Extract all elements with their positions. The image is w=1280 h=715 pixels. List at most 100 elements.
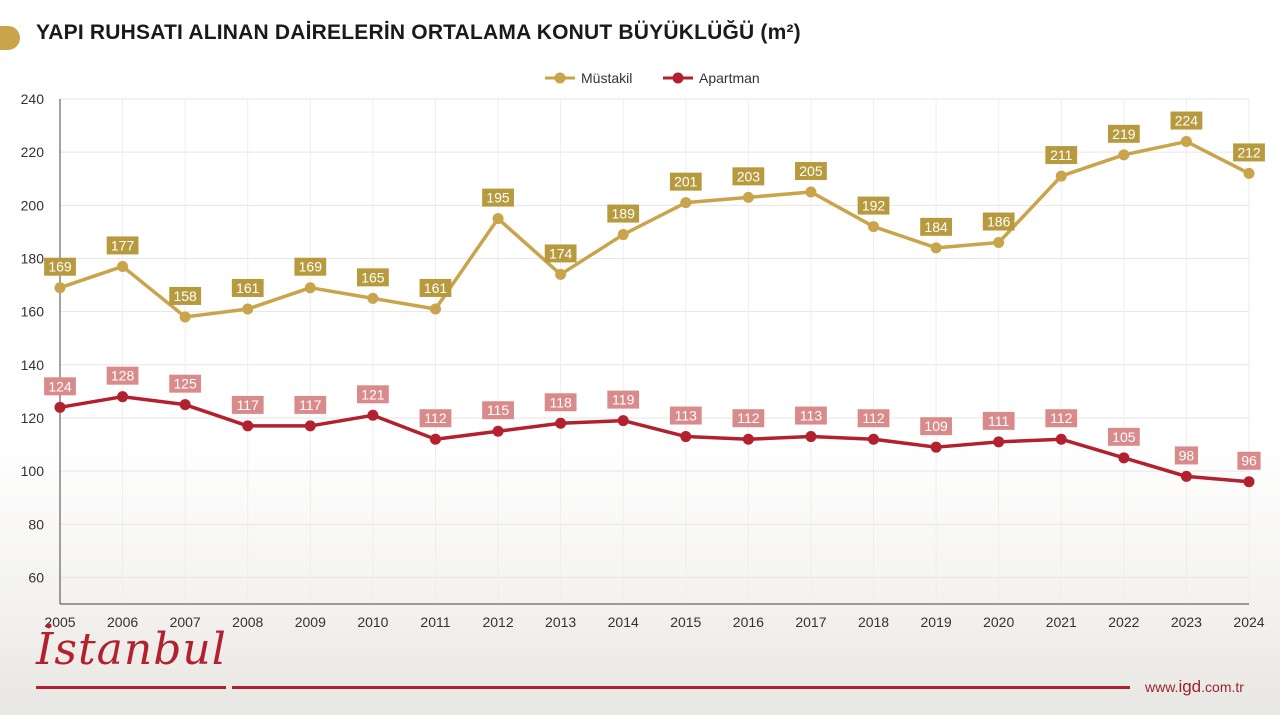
data-label-bg <box>982 212 1015 231</box>
data-label-bg <box>356 385 389 404</box>
chart-title: YAPI RUHSATI ALINAN DAİRELERİN ORTALAMA … <box>36 21 801 44</box>
data-point <box>54 401 66 413</box>
data-label: 158 <box>173 288 197 304</box>
data-label-bg <box>1237 451 1261 470</box>
data-label-bg <box>294 395 327 414</box>
website-link[interactable]: www.igd.com.tr <box>1145 677 1244 697</box>
x-tick-label: 2018 <box>858 614 889 630</box>
data-point <box>805 186 817 198</box>
x-tick-label: 2010 <box>357 614 388 630</box>
series-layer <box>54 136 1255 488</box>
data-label-bg <box>857 409 890 428</box>
data-label-bg <box>1174 446 1199 465</box>
y-tick-label: 180 <box>21 250 45 266</box>
legend-item[interactable]: Müstakil <box>545 70 632 86</box>
data-label-bg <box>106 236 139 255</box>
data-label-bg <box>1045 146 1078 165</box>
data-label: 96 <box>1241 453 1257 469</box>
legend: Müstakil Apartman <box>545 70 760 86</box>
y-tick-label: 240 <box>21 91 45 107</box>
data-label-bg <box>795 406 827 425</box>
data-label-bg <box>607 204 640 223</box>
data-point <box>1055 170 1067 182</box>
data-label-bg <box>607 390 640 409</box>
data-label: 203 <box>737 168 761 184</box>
data-label: 112 <box>1050 410 1073 426</box>
website-suffix: .com.tr <box>1201 679 1244 695</box>
data-point <box>492 425 504 437</box>
data-point <box>492 213 504 225</box>
data-label-bg <box>920 217 953 236</box>
x-tick-label: 2017 <box>795 614 826 630</box>
data-label: 112 <box>424 410 447 426</box>
data-label-bg <box>1107 124 1140 143</box>
data-label-bg <box>544 244 577 263</box>
data-label: 117 <box>237 397 260 413</box>
legend-item[interactable]: Apartman <box>663 70 760 86</box>
data-label-bg <box>669 406 702 425</box>
data-label: 124 <box>48 378 72 394</box>
data-label: 189 <box>612 206 636 222</box>
data-point <box>993 237 1005 249</box>
data-point <box>680 197 692 209</box>
series-line <box>59 394 1250 484</box>
gridlines <box>59 98 1250 604</box>
x-tick-label: 2005 <box>44 614 75 630</box>
data-label-bg <box>44 257 76 276</box>
data-label-bg <box>231 395 264 414</box>
data-point <box>1243 167 1255 179</box>
data-point <box>555 417 567 429</box>
data-labels-layer: 169 177 158 161 169 165 161 195 174 189 201 203 205 1… <box>44 111 1265 470</box>
data-label: 117 <box>299 397 322 413</box>
data-label: 125 <box>173 376 197 392</box>
x-tick-label: 2012 <box>482 614 513 630</box>
data-label-bg <box>356 268 389 287</box>
data-label-bg <box>419 278 452 297</box>
data-point <box>1180 136 1192 148</box>
y-tick-label: 100 <box>21 463 45 479</box>
data-label: 112 <box>862 410 885 426</box>
data-label: 169 <box>48 259 72 275</box>
data-label: 212 <box>1237 144 1261 160</box>
x-tick-label: 2016 <box>733 614 764 630</box>
x-tick-label: 2013 <box>545 614 576 630</box>
data-point <box>868 221 880 233</box>
data-label: 121 <box>361 386 385 402</box>
data-label-bg <box>169 286 202 305</box>
data-point <box>367 409 379 421</box>
corner-accent-tab <box>0 26 20 50</box>
data-label-bg <box>982 411 1015 430</box>
data-label: 211 <box>1050 147 1073 163</box>
x-tick-label: 2022 <box>1108 614 1139 630</box>
series-line <box>59 139 1250 319</box>
data-label: 177 <box>111 237 135 253</box>
x-tick-label: 2019 <box>921 614 952 630</box>
data-label-bg <box>732 409 765 428</box>
data-point <box>367 292 379 304</box>
x-tick-label: 2008 <box>232 614 263 630</box>
data-point <box>993 436 1005 448</box>
data-point <box>117 260 129 272</box>
footer-rule <box>232 686 1130 689</box>
data-label: 113 <box>675 408 698 424</box>
data-label: 105 <box>1112 429 1136 445</box>
data-label-bg <box>231 278 264 297</box>
data-label: 201 <box>674 174 698 190</box>
data-label: 119 <box>612 392 635 408</box>
y-tick-label: 200 <box>21 197 45 213</box>
data-label: 169 <box>299 259 323 275</box>
data-label: 113 <box>800 408 823 424</box>
legend-marker <box>554 72 566 84</box>
y-tick-label: 140 <box>21 357 45 373</box>
data-label-bg <box>482 401 514 420</box>
x-tick-label: 2015 <box>670 614 701 630</box>
data-point <box>617 229 629 241</box>
data-label-bg <box>544 393 577 412</box>
data-label: 174 <box>549 245 573 261</box>
x-tick-label: 2014 <box>608 614 639 630</box>
y-tick-label: 120 <box>21 410 45 426</box>
data-label-bg <box>1233 143 1265 162</box>
x-tick-label: 2006 <box>107 614 138 630</box>
data-point <box>242 420 254 432</box>
data-label-bg <box>795 162 827 181</box>
